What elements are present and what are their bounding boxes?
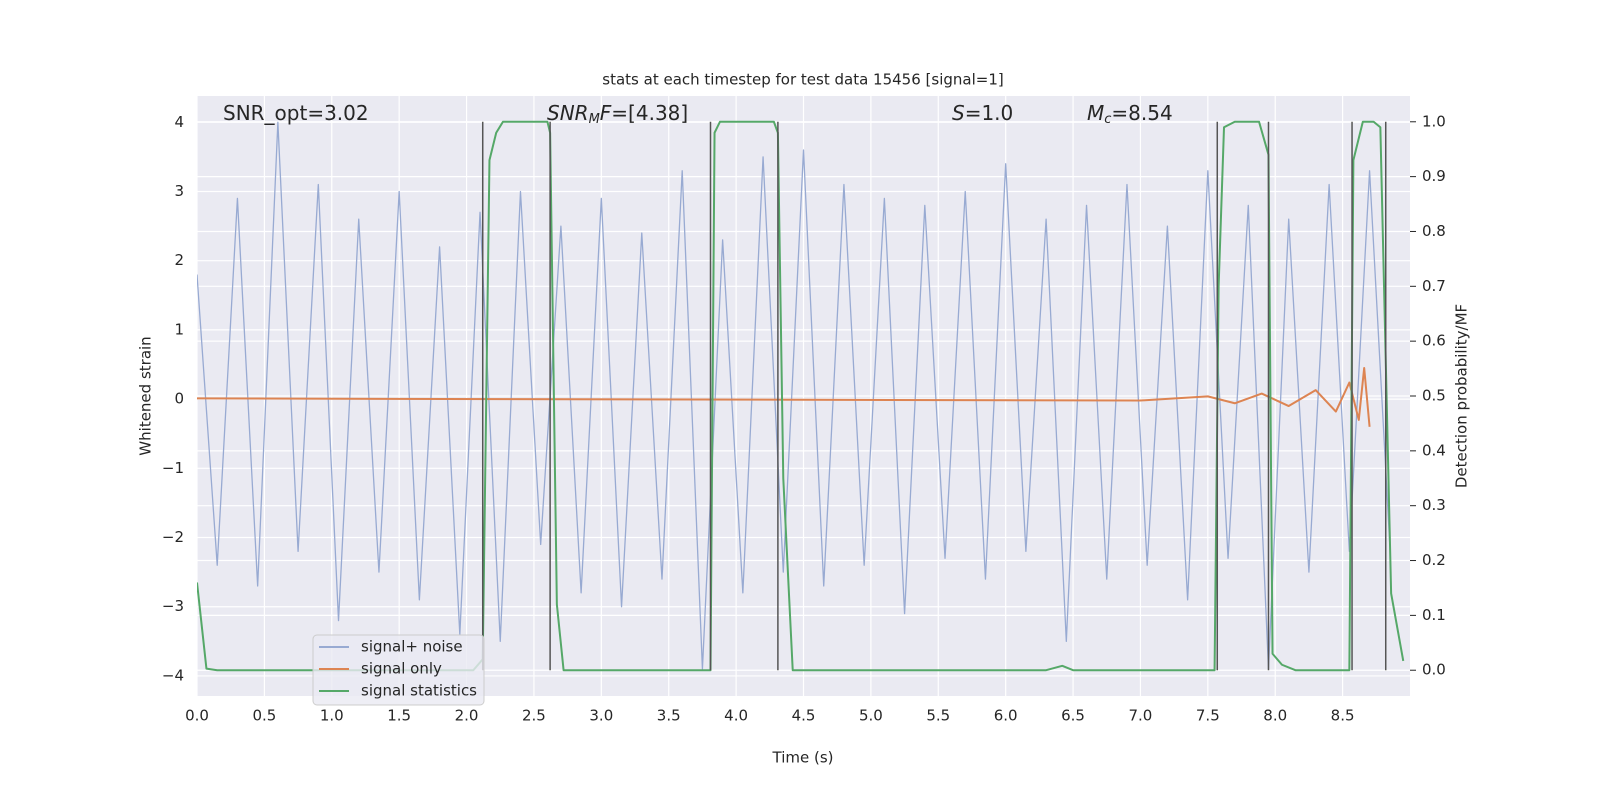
y2-tick-label: 0.2 <box>1422 551 1446 569</box>
y2-tick-label: 0.1 <box>1422 606 1446 624</box>
y-tick-label: −2 <box>162 528 184 546</box>
legend-label: signal only <box>361 660 442 678</box>
y2-tick-label: 1.0 <box>1422 112 1446 130</box>
annotation-sub: M <box>589 112 600 127</box>
x-tick-label: 6.5 <box>1061 707 1085 725</box>
x-tick-label: 5.0 <box>859 707 883 725</box>
x-tick-label: 3.5 <box>657 707 681 725</box>
chart-title: stats at each timestep for test data 154… <box>602 71 1003 89</box>
x-tick-label: 8.5 <box>1331 707 1355 725</box>
y2-tick-label: 0.4 <box>1422 441 1446 459</box>
annotation: S=1.0 <box>952 101 1013 125</box>
y2-tick-label: 0.0 <box>1422 661 1446 679</box>
annotation-text: SNR_opt=3.02 <box>223 101 369 125</box>
x-tick-label: 1.5 <box>387 707 411 725</box>
x-tick-label: 0.5 <box>252 707 276 725</box>
series-line <box>197 121 1391 670</box>
y-axis-label: Whitened strain <box>137 336 155 455</box>
y-tick-label: 2 <box>174 251 184 269</box>
annotation-text: =[4.38] <box>611 101 688 125</box>
x-tick-label: 4.0 <box>724 707 748 725</box>
x-tick-label: 2.0 <box>455 707 479 725</box>
y2-axis-label: Detection probability/MF <box>1453 304 1471 488</box>
x-tick-label: 1.0 <box>320 707 344 725</box>
x-tick-label: 8.0 <box>1263 707 1287 725</box>
y-tick-label: 3 <box>174 182 184 200</box>
y-tick-label: −3 <box>162 597 184 615</box>
y2-tick-label: 0.8 <box>1422 222 1446 240</box>
x-tick-label: 0.0 <box>185 707 209 725</box>
x-tick-label: 7.5 <box>1196 707 1220 725</box>
y-tick-label: 0 <box>174 390 184 408</box>
x-tick-label: 3.0 <box>589 707 613 725</box>
annotation-text: =1.0 <box>965 101 1014 125</box>
y2-tick-label: 0.7 <box>1422 277 1446 295</box>
x-tick-label: 7.0 <box>1129 707 1153 725</box>
y2-tick-label: 0.3 <box>1422 496 1446 514</box>
annotation-text: M <box>1087 101 1104 125</box>
annotation-sub: c <box>1104 112 1111 127</box>
x-tick-label: 5.5 <box>926 707 950 725</box>
legend-box <box>312 634 485 706</box>
series-line <box>197 366 1371 427</box>
x-tick-label: 4.5 <box>792 707 816 725</box>
y2-tick-label: 0.9 <box>1422 167 1446 185</box>
legend-label: signal statistics <box>361 682 477 700</box>
y2-tick-label: 0.6 <box>1422 332 1446 350</box>
annotation-text: =8.54 <box>1111 101 1172 125</box>
annotation: SNRMF=[4.38] <box>547 101 688 127</box>
x-tick-label: 2.5 <box>522 707 546 725</box>
legend-label: signal+ noise <box>361 638 463 656</box>
x-axis-label: Time (s) <box>772 749 834 767</box>
annotation-text: SNR <box>547 101 589 125</box>
y-tick-label: 1 <box>174 320 184 338</box>
y-tick-label: −1 <box>162 459 184 477</box>
annotation-text: F <box>600 101 612 125</box>
y-tick-label: −4 <box>162 666 184 684</box>
annotation: SNR_opt=3.02 <box>223 101 369 125</box>
annotation: Mc=8.54 <box>1087 101 1173 127</box>
annotation-text: S <box>952 101 965 125</box>
y-tick-label: 4 <box>174 113 184 131</box>
series-line <box>197 120 1405 672</box>
x-tick-label: 6.0 <box>994 707 1018 725</box>
y2-tick-label: 0.5 <box>1422 387 1446 405</box>
